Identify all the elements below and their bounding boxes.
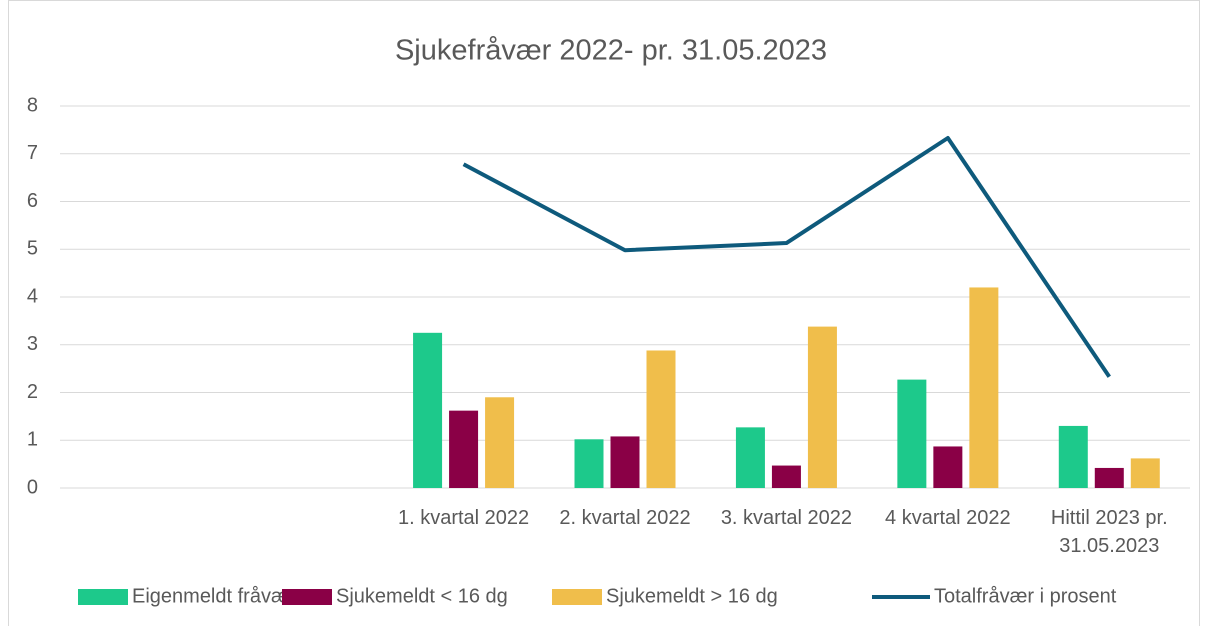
bar <box>969 287 999 488</box>
legend-swatch <box>552 589 602 605</box>
y-tick-label: 7 <box>27 142 38 164</box>
bar <box>771 465 801 488</box>
bar <box>413 332 443 488</box>
y-tick-label: 0 <box>27 476 38 498</box>
y-tick-label: 6 <box>27 190 38 212</box>
bar <box>933 446 963 488</box>
line <box>462 135 1111 378</box>
bar <box>610 436 640 488</box>
y-tick-label: 8 <box>27 94 38 116</box>
legend-label: Totalfråvær i prosent <box>934 585 1117 607</box>
bar <box>646 350 676 488</box>
legend-swatch <box>282 589 332 605</box>
legend-label: Eigenmeldt fråvær <box>132 585 296 607</box>
y-tick-label: 4 <box>27 285 38 307</box>
bar <box>807 326 837 488</box>
bar <box>574 439 604 488</box>
bar <box>897 379 927 488</box>
bar <box>1058 425 1088 488</box>
x-tick-label: 4 kvartal 2022 <box>885 507 1011 529</box>
y-tick-label: 5 <box>27 238 38 260</box>
y-tick-label: 1 <box>27 429 38 451</box>
bar <box>1130 458 1160 488</box>
legend-swatch <box>78 589 128 605</box>
chart-border <box>8 0 1200 626</box>
bar <box>485 397 515 488</box>
bar <box>735 427 765 488</box>
chart-title: Sjukefråvær 2022- pr. 31.05.2023 <box>395 35 827 67</box>
y-tick-label: 3 <box>27 333 38 355</box>
x-tick-label: 1. kvartal 2022 <box>397 507 530 529</box>
x-tick-label: 2. kvartal 2022 <box>559 507 691 529</box>
y-tick-label: 2 <box>27 381 38 403</box>
x-tick-label: 3. kvartal 2022 <box>720 507 853 529</box>
bar <box>449 410 479 488</box>
legend-label: Sjukemeldt > 16 dg <box>606 585 778 607</box>
legend-label: Sjukemeldt < 16 dg <box>336 585 508 607</box>
bar <box>1094 467 1124 488</box>
x-tick-label: Hittil 2023 pr. 31.05.2023 <box>1050 507 1168 557</box>
